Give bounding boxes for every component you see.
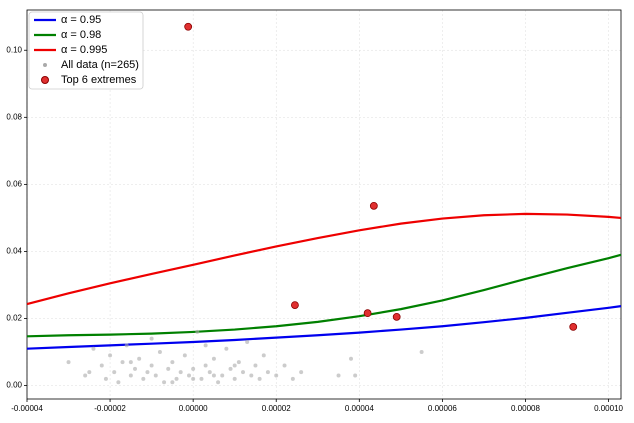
y-tick-label: 0.08 [6,112,22,121]
extreme-point [392,312,401,321]
data-point [228,366,233,371]
data-point [265,370,270,375]
data-point [419,350,424,355]
legend-swatch [41,76,49,84]
data-point [274,373,279,378]
data-point [170,360,175,365]
data-point [166,366,171,371]
x-tick-label: 0.00010 [594,404,623,413]
data-point [124,343,129,348]
legend-label: Top 6 extremes [61,74,137,86]
data-point [232,376,237,381]
data-point [66,360,71,365]
extreme-point [369,201,378,210]
y-tick-label: 0.00 [6,381,22,390]
legend-label: All data (n=265) [61,59,139,71]
data-point [170,380,175,385]
data-point [203,363,208,368]
line [26,212,622,306]
y-tick-label: 0.10 [6,45,22,54]
extreme-point [184,22,193,31]
data-point [199,376,204,381]
data-point [353,373,358,378]
legend-label: α = 0.98 [61,29,101,41]
legend-box [28,11,144,90]
y-tick-label: 0.04 [6,247,22,256]
data-point [157,350,162,355]
legend-label: α = 0.95 [61,14,101,26]
data-point [216,380,221,385]
plot-frame [26,9,622,400]
data-point [211,373,216,378]
data-point [299,370,304,375]
data-point [282,363,287,368]
data-point [108,353,113,358]
y-tick-label: 0.06 [6,179,22,188]
data-point [162,380,167,385]
data-point [149,336,154,341]
x-tick-label: -0.00002 [94,404,126,413]
data-point [191,366,196,371]
data-point [290,376,295,381]
data-point [249,373,254,378]
data-point [257,376,262,381]
data-point [120,360,125,365]
data-point [141,376,146,381]
legend-swatch [43,63,47,67]
line [26,305,622,350]
data-point [195,329,200,334]
data-point [174,376,179,381]
data-point [336,373,341,378]
extreme-point [291,301,299,310]
x-tick-label: 0.00004 [345,404,374,413]
x-tick-label: 0.00002 [262,404,291,413]
data-point [232,363,237,368]
data-point [224,346,229,351]
data-point [99,363,104,368]
data-point [178,370,183,375]
data-point [91,346,96,351]
data-point [253,363,258,368]
data-point [211,356,216,361]
data-point [133,366,137,371]
extreme-point [363,309,372,318]
data-point [220,373,225,378]
data-point [187,373,191,378]
data-point [87,370,92,375]
data-point [153,373,158,378]
data-point [349,356,353,361]
data-point [207,370,212,375]
x-tick-label: 0.00008 [511,404,540,413]
line [26,253,622,338]
data-point [137,356,142,361]
data-point [241,370,245,375]
legend: α = 0.95 α = 0.98 α = 0.995 All data (n=265… [28,11,144,90]
data-point [236,360,241,365]
data-point [191,376,196,381]
data-point [245,339,250,344]
data-point [83,373,88,378]
data-point [112,370,117,375]
x-tick-label: 0.00000 [179,404,208,413]
data-point [103,376,108,381]
data-point [203,343,208,348]
x-tick-label: -0.00004 [11,404,43,413]
extreme-point [569,323,578,331]
data-point [149,363,154,368]
data-point [182,353,187,358]
legend-label: α = 0.995 [61,44,107,56]
data-point [128,373,133,378]
data-point [116,380,121,385]
data-point [128,360,133,365]
data-point [145,370,150,375]
data-point [261,353,266,358]
x-tick-label: 0.00006 [428,404,457,413]
y-tick-label: 0.02 [6,314,22,323]
